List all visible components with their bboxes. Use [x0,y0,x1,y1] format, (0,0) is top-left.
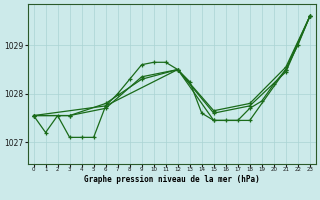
X-axis label: Graphe pression niveau de la mer (hPa): Graphe pression niveau de la mer (hPa) [84,175,260,184]
